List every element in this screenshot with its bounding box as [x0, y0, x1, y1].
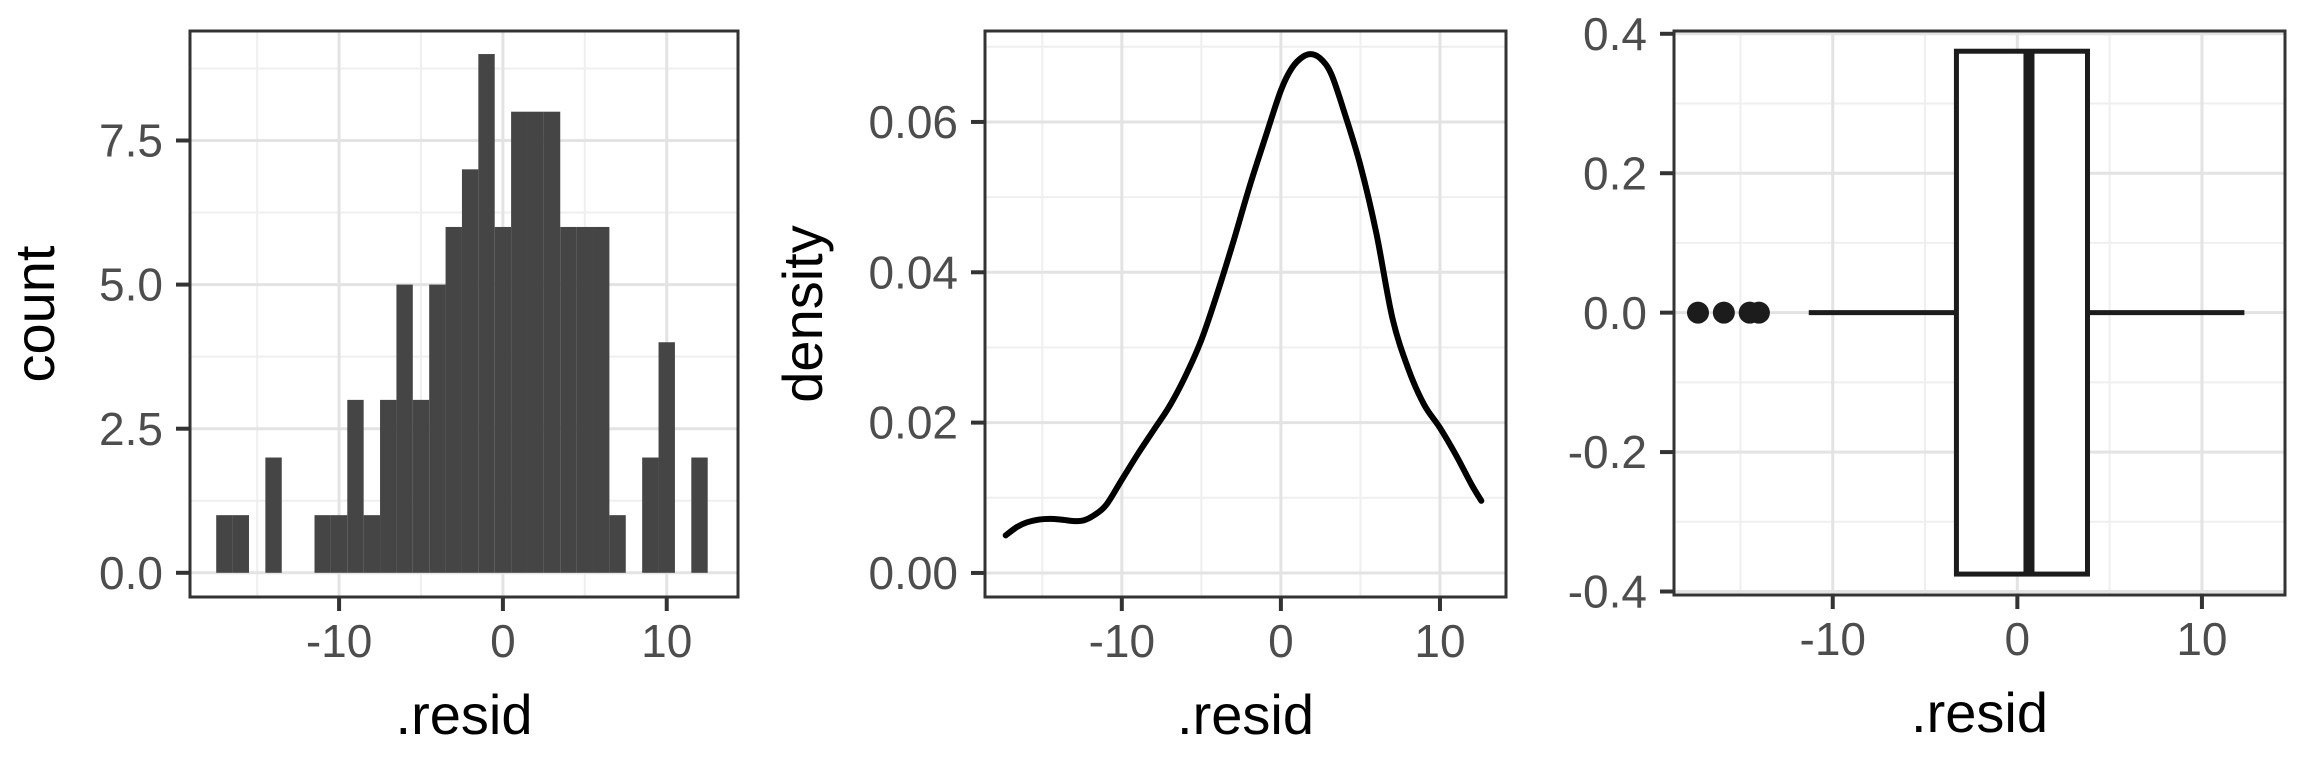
y-axis-tick-label: 0.0 [1583, 287, 1647, 339]
panel-background [985, 31, 1506, 597]
y-axis-tick-label: 0.2 [1583, 147, 1647, 199]
y-axis-tick-label: -0.2 [1568, 426, 1647, 478]
x-axis-title: .resid [396, 683, 533, 746]
box [1953, 48, 2090, 577]
panel-border [188, 29, 740, 599]
histogram-bar [658, 342, 675, 573]
histogram-bar [642, 457, 659, 573]
y-axis-tick-label: 0.00 [868, 547, 958, 599]
histogram-bar [445, 226, 462, 573]
x-axis-tick-label: -10 [1800, 613, 1866, 665]
histogram-bar [593, 226, 610, 573]
y-axis-tick-label: 0.02 [868, 397, 958, 449]
x-axis-title: .resid [1911, 681, 2048, 744]
histogram-bar [576, 226, 594, 573]
histogram-bar [265, 457, 282, 573]
y-axis-tick-label: 7.5 [99, 115, 163, 167]
y-axis-tick-label: 2.5 [99, 403, 163, 455]
histogram-bar [347, 399, 364, 573]
histogram-bar [363, 515, 381, 573]
histogram-bar [494, 226, 512, 573]
histogram-bar [216, 515, 233, 573]
histogram-bar [314, 515, 331, 573]
x-axis-tick-label: 10 [2176, 613, 2227, 665]
y-axis-title: density [771, 225, 834, 402]
boxplot-chart: -10 0 10 0.4 0.2 0.0 -0.2 -0.4 .resid [1568, 8, 2287, 744]
histogram-bar [380, 399, 397, 573]
histogram-bar [461, 169, 479, 573]
histogram-bar [429, 284, 446, 573]
histogram-bar [511, 111, 528, 573]
x-axis-tick-label: -10 [306, 615, 372, 667]
y-axis-tick-label: 0.4 [1583, 8, 1647, 60]
histogram-bar [527, 111, 544, 573]
y-axis-tick-label: 0.06 [868, 96, 958, 148]
histogram-bar [691, 457, 708, 573]
histogram-bar [543, 111, 561, 573]
histogram-bar [330, 515, 348, 573]
histogram-bar [232, 515, 249, 573]
histogram-bar [478, 54, 495, 573]
density-chart: -10 0 10 0.00 0.02 0.04 0.06 .resid density [771, 29, 1508, 746]
density-curve [1002, 51, 1485, 539]
y-axis-title: count [3, 245, 66, 382]
histogram-bar [609, 515, 626, 573]
panel-border [983, 29, 1508, 599]
x-axis-tick-label: 10 [1414, 615, 1465, 667]
outlier-point [1712, 301, 1735, 324]
x-axis-tick-label: 0 [490, 615, 516, 667]
y-axis-tick-label: -0.4 [1568, 566, 1647, 618]
outlier-point [1686, 301, 1709, 324]
x-axis-title: .resid [1177, 683, 1314, 746]
x-axis-tick-label: -10 [1089, 615, 1155, 667]
histogram-bar [560, 226, 577, 573]
y-axis-tick-label: 5.0 [99, 259, 163, 311]
x-axis-tick-label: 10 [641, 615, 692, 667]
histogram-chart: -10 0 10 0.0 2.5 5.0 7.5 .resid count [3, 29, 740, 746]
x-axis-tick-label: 0 [2005, 613, 2031, 665]
outlier-point [1747, 301, 1770, 324]
x-axis-tick-label: 0 [1268, 615, 1294, 667]
histogram-bar [412, 399, 430, 573]
y-axis-tick-label: 0.04 [868, 246, 958, 298]
histogram-bar [396, 284, 413, 573]
y-axis-tick-label: 0.0 [99, 547, 163, 599]
